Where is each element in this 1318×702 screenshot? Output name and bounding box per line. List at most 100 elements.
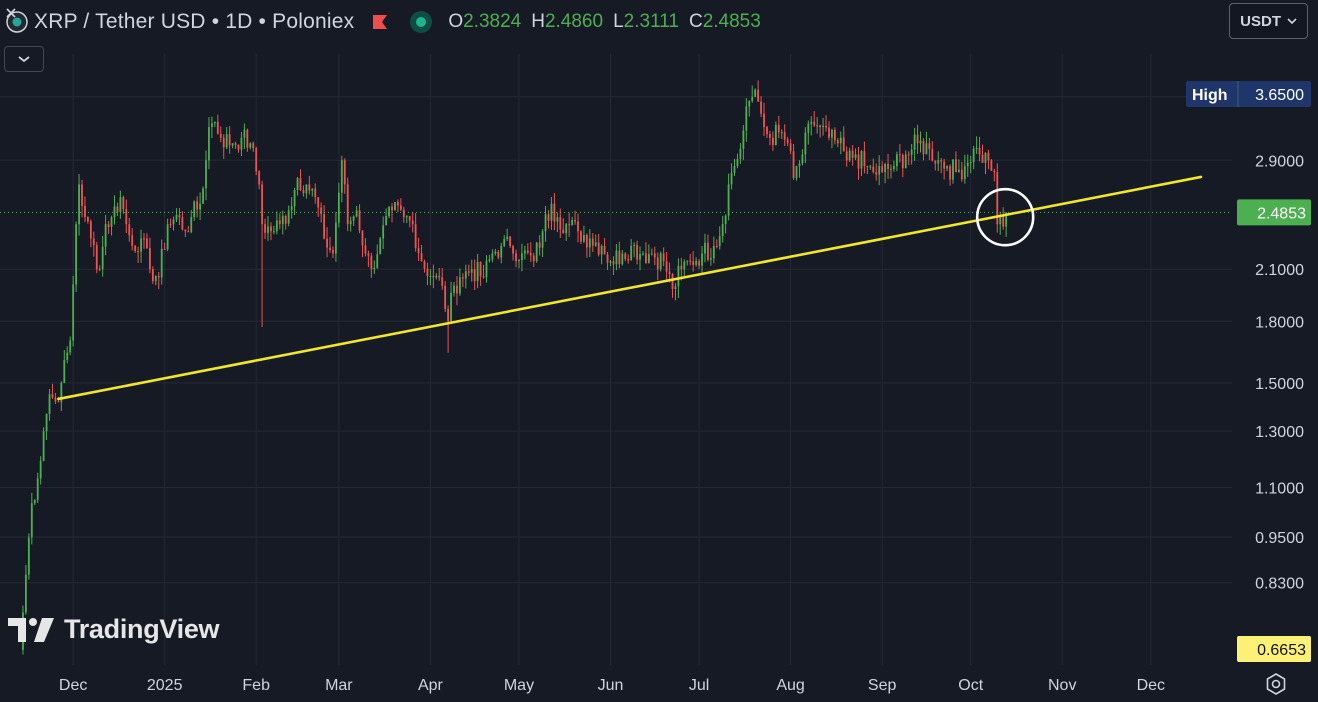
candle-body (376, 254, 379, 268)
candle (340, 155, 343, 203)
candle-body (222, 137, 225, 148)
candle-body (960, 169, 963, 180)
candle (674, 283, 677, 301)
candle (606, 252, 609, 271)
currency-selector[interactable]: USDT (1229, 3, 1308, 39)
candle-body (872, 166, 875, 173)
last-price-label: 2.4853 (1257, 205, 1306, 222)
candle-body (284, 215, 287, 224)
candle (972, 145, 975, 170)
candle-body (252, 143, 255, 148)
candle (807, 120, 810, 145)
candle (952, 159, 954, 184)
candle-body (760, 101, 762, 114)
candle-body (382, 225, 385, 239)
candle-body (798, 163, 801, 167)
settings-icon[interactable] (1264, 672, 1288, 696)
currency-label: USDT (1240, 12, 1281, 30)
candle (293, 187, 296, 215)
candle (33, 499, 36, 506)
candle-body (881, 166, 884, 173)
candle-body (314, 188, 317, 198)
candlestick-series (22, 80, 1008, 655)
candle (547, 210, 550, 229)
symbol-title[interactable]: XRP / Tether USD • 1D • Poloniex (34, 10, 355, 33)
candle-body (66, 352, 69, 360)
price-axis[interactable]: 0.8300 0.9500 1.1000 1.3000 1.5000 1.8000 2.10… (1255, 90, 1304, 593)
candle-body (751, 96, 754, 101)
candle (975, 136, 978, 154)
candle-body (249, 143, 252, 148)
candle (476, 253, 479, 289)
candle (482, 264, 485, 279)
candle-body (157, 275, 160, 278)
time-tick-label: Sep (868, 677, 897, 694)
chevron-down-icon (18, 56, 30, 63)
candle-body (893, 166, 895, 169)
tradingview-logo[interactable]: TradingView (8, 614, 220, 645)
candle-body (450, 292, 452, 322)
candle-body (264, 224, 266, 233)
candle-body (163, 249, 166, 251)
candle-body (438, 275, 441, 278)
candle (414, 213, 417, 252)
candle (707, 234, 709, 262)
candle (960, 161, 963, 182)
candle-body (884, 163, 886, 173)
price-tick-label: 1.8000 (1255, 314, 1304, 331)
candle-body (95, 245, 98, 270)
chevron-down-icon (1287, 18, 1297, 25)
candle-body (890, 168, 892, 170)
candle (184, 229, 187, 238)
candle-body (293, 190, 296, 207)
candle (591, 232, 594, 253)
candle (857, 146, 860, 180)
candle (45, 413, 48, 441)
candle-body (332, 249, 334, 254)
candle-body (972, 148, 975, 163)
flag-icon[interactable] (372, 14, 388, 30)
candle (585, 233, 588, 258)
candle-body (745, 106, 748, 131)
highlight-circle[interactable] (975, 187, 1035, 247)
candle-body (196, 201, 199, 210)
candle (618, 241, 621, 269)
close-icon[interactable] (4, 6, 18, 20)
candle (379, 236, 382, 255)
candle (148, 237, 151, 274)
market-status-icon[interactable] (410, 11, 433, 33)
candle-body (488, 259, 491, 261)
candle-body (311, 188, 314, 191)
time-axis[interactable]: Dec 2025 Feb Mar Apr May Jun Jul Aug Sep Oct Nov Dec (59, 677, 1165, 694)
candle-body (258, 171, 261, 185)
candle (553, 193, 556, 231)
candle (89, 219, 92, 248)
candle-body (559, 217, 562, 230)
high-badge-title: High (1192, 87, 1228, 104)
candle (875, 163, 878, 181)
candle (122, 195, 125, 214)
candle (175, 208, 178, 223)
trendline[interactable] (57, 175, 1203, 401)
candle (839, 131, 842, 155)
candle-body (668, 271, 671, 275)
candle (919, 131, 922, 153)
candle-body (225, 134, 228, 148)
candle-body (243, 129, 246, 138)
candle (349, 216, 352, 232)
candle-body (910, 149, 913, 155)
candle (222, 134, 225, 159)
candle (187, 225, 190, 233)
candle-body (417, 247, 420, 254)
collapse-legend-button[interactable] (4, 46, 44, 72)
candle (110, 215, 113, 236)
candle-body (757, 89, 760, 102)
candle (332, 246, 334, 259)
candle-body (833, 129, 836, 141)
candle-body (92, 238, 95, 246)
candle (993, 168, 996, 182)
candle-body (420, 253, 423, 262)
candle-body (916, 134, 919, 144)
low-badge: 0.6653 (1237, 636, 1311, 662)
